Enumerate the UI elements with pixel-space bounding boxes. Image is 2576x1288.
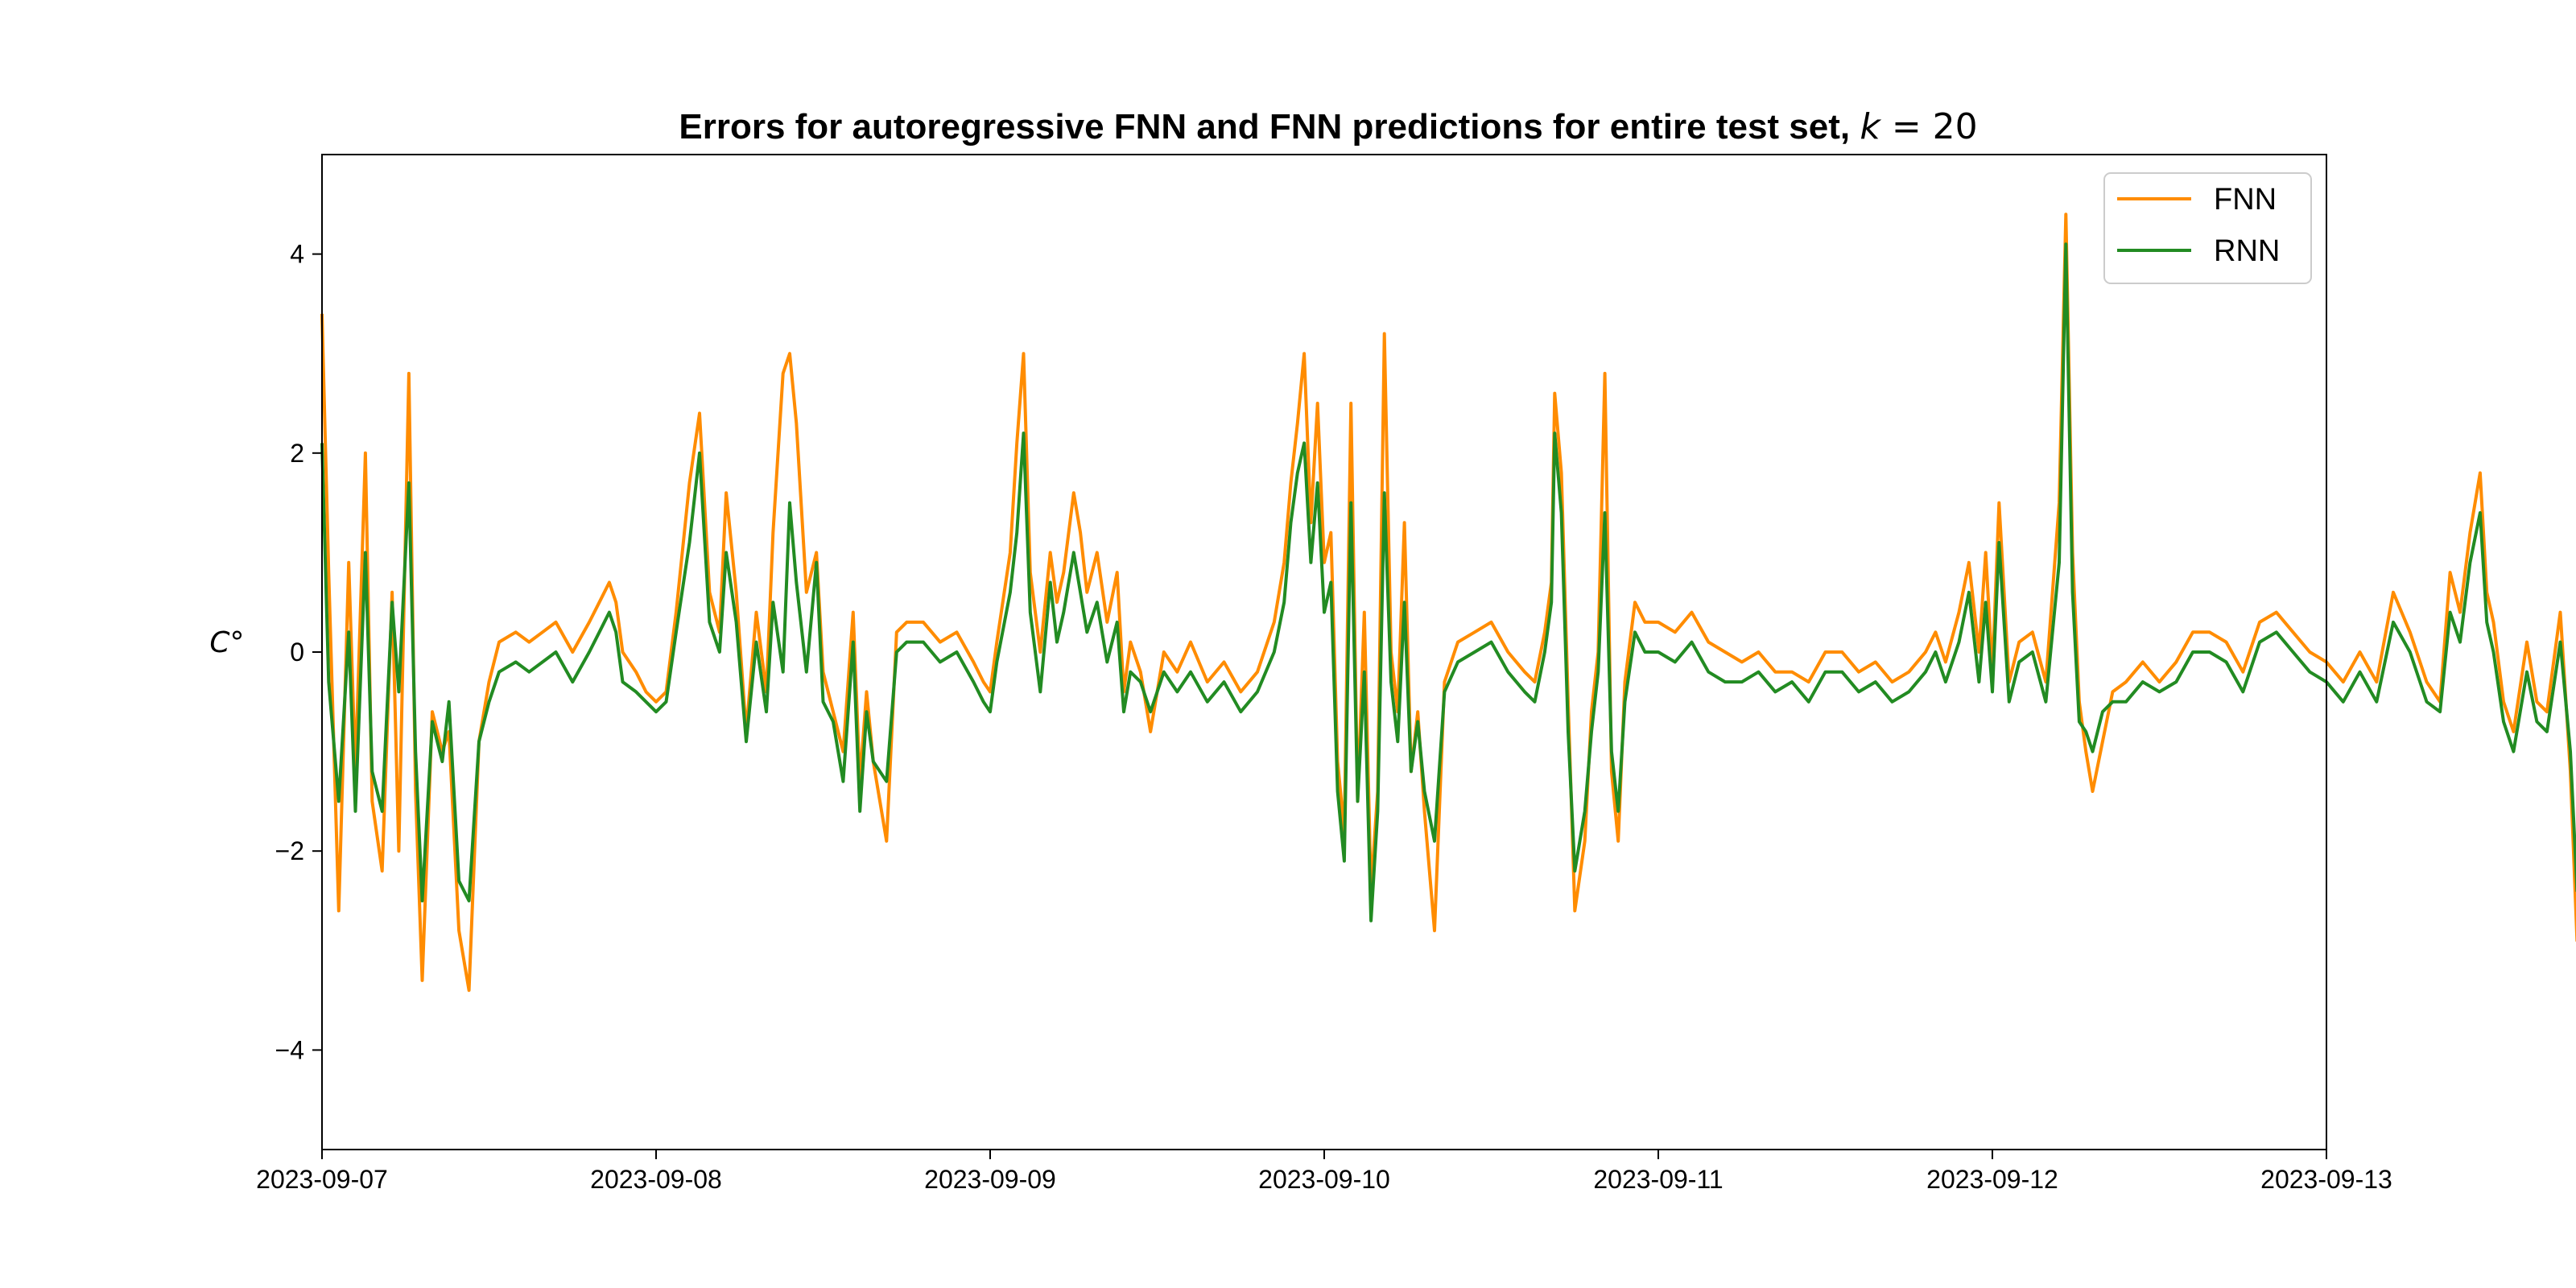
y-tick-label: −4 [275,1035,304,1064]
x-tick-label: 2023-09-08 [590,1165,722,1194]
series-line-fnn [320,213,2576,993]
y-tick-label: 4 [290,240,304,269]
x-tick-label: 2023-09-10 [1258,1165,1390,1194]
y-tick-label: 2 [290,439,304,468]
chart-title: Errors for autoregressive FNN and FNN pr… [679,106,1977,147]
x-tick-label: 2023-09-07 [256,1165,388,1194]
y-tick-label: −2 [275,836,304,865]
plot-frame [321,154,2327,1150]
y-tick-label: 0 [290,638,304,667]
x-axis-ticks: 2023-09-07 2023-09-08 2023-09-09 2023-09-10… [256,1150,2392,1194]
y-axis-ticks: −4 −2 0 2 4 [275,240,322,1064]
y-axis-label: C° [209,626,244,659]
x-tick-label: 2023-09-09 [924,1165,1056,1194]
plot-lines [320,213,2576,993]
legend-label-fnn: FNN [2214,183,2277,217]
legend-label-rnn: RNN [2214,234,2280,268]
x-tick-label: 2023-09-11 [1593,1165,1723,1194]
x-tick-label: 2023-09-13 [2260,1165,2392,1194]
series-line-rnn [320,242,2576,923]
legend-box [2103,172,2312,284]
legend: FNN RNN [2103,172,2312,284]
x-tick-label: 2023-09-12 [1926,1165,2058,1194]
